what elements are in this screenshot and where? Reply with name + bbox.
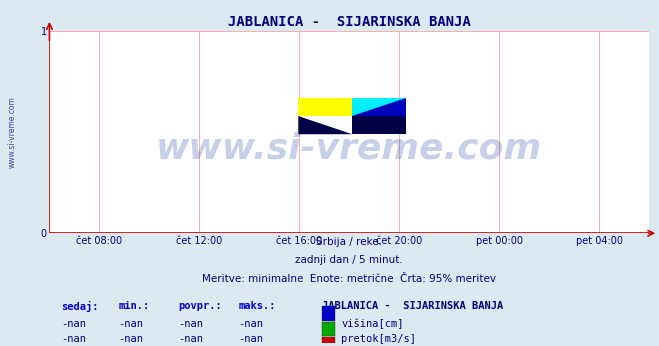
Text: -nan: -nan — [119, 319, 144, 328]
Text: www.si-vreme.com: www.si-vreme.com — [156, 131, 542, 165]
Text: -nan: -nan — [61, 319, 86, 328]
Text: povpr.:: povpr.: — [179, 301, 222, 311]
Bar — [299, 98, 353, 116]
Text: Meritve: minimalne  Enote: metrične  Črta: 95% meritev: Meritve: minimalne Enote: metrične Črta:… — [202, 274, 496, 284]
Text: www.si-vreme.com: www.si-vreme.com — [8, 96, 16, 168]
Text: zadnji dan / 5 minut.: zadnji dan / 5 minut. — [295, 255, 403, 265]
Text: -nan: -nan — [239, 334, 264, 344]
Text: višina[cm]: višina[cm] — [341, 319, 404, 329]
Text: JABLANICA -  SIJARINSKA BANJA: JABLANICA - SIJARINSKA BANJA — [322, 301, 503, 311]
Polygon shape — [353, 98, 406, 116]
Text: -nan: -nan — [61, 334, 86, 344]
Polygon shape — [353, 98, 406, 116]
Text: sedaj:: sedaj: — [61, 301, 99, 312]
Text: -nan: -nan — [179, 334, 204, 344]
Text: -nan: -nan — [119, 334, 144, 344]
Text: pretok[m3/s]: pretok[m3/s] — [341, 334, 416, 344]
Bar — [353, 116, 406, 134]
Text: Srbija / reke.: Srbija / reke. — [316, 237, 382, 247]
Title: JABLANICA -  SIJARINSKA BANJA: JABLANICA - SIJARINSKA BANJA — [228, 15, 471, 29]
Text: min.:: min.: — [119, 301, 150, 311]
Text: -nan: -nan — [179, 319, 204, 328]
Bar — [322, 322, 335, 336]
Text: -nan: -nan — [239, 319, 264, 328]
Bar — [322, 307, 335, 321]
Polygon shape — [299, 116, 353, 134]
Bar — [322, 337, 335, 346]
Text: maks.:: maks.: — [239, 301, 276, 311]
